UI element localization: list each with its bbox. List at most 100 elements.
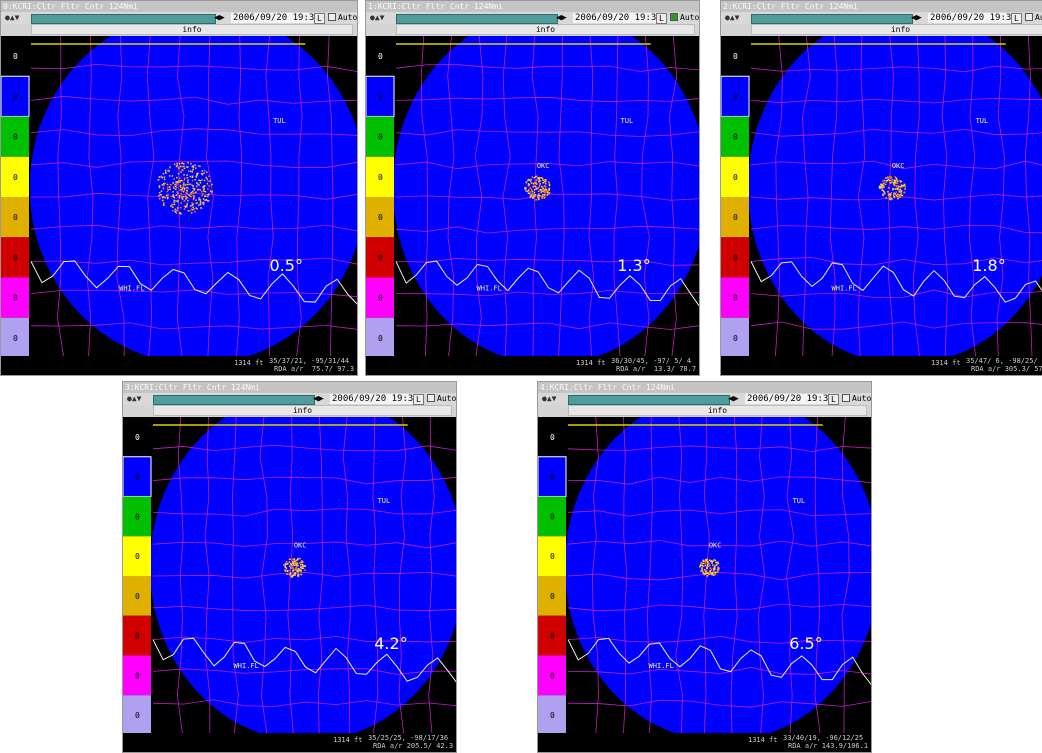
clutter bbox=[706, 568, 708, 570]
color-scale-label: 0 bbox=[13, 173, 18, 182]
clutter bbox=[717, 561, 719, 563]
clutter bbox=[159, 192, 161, 194]
clutter bbox=[207, 188, 209, 190]
color-scale-label: 0 bbox=[378, 294, 383, 303]
clutter bbox=[172, 175, 174, 177]
clutter bbox=[537, 188, 539, 190]
color-scale-label: 0 bbox=[733, 133, 738, 142]
info-bar[interactable]: info bbox=[751, 24, 1042, 35]
step-arrows[interactable]: ●▲▼ bbox=[542, 393, 556, 405]
status-latlon: 36/30/45, -97/ 5/ 4 bbox=[611, 357, 691, 365]
clutter bbox=[198, 180, 200, 182]
clutter bbox=[296, 570, 298, 572]
clutter bbox=[539, 189, 541, 191]
frame-arrows[interactable]: ◀▶ bbox=[556, 12, 567, 24]
map-label: OKC bbox=[709, 541, 722, 549]
frame-arrows[interactable]: ◀▶ bbox=[911, 12, 922, 24]
color-scale-label: 0 bbox=[13, 253, 18, 262]
clutter bbox=[286, 561, 288, 563]
info-bar[interactable]: info bbox=[568, 405, 867, 416]
checkbox[interactable] bbox=[1025, 13, 1033, 21]
clutter bbox=[539, 184, 541, 186]
clutter bbox=[891, 192, 893, 194]
clutter bbox=[707, 561, 709, 563]
clutter bbox=[717, 567, 719, 569]
clutter bbox=[544, 192, 546, 194]
step-arrows[interactable]: ●▲▼ bbox=[725, 12, 739, 24]
frame-arrows[interactable]: ◀▶ bbox=[728, 393, 739, 405]
radar-display: 00000000TULWHI.FL0.5° bbox=[1, 36, 358, 358]
clutter bbox=[899, 197, 901, 199]
clutter bbox=[545, 181, 547, 183]
clutter bbox=[191, 212, 193, 214]
clutter bbox=[192, 180, 194, 182]
frame-arrows[interactable]: ◀▶ bbox=[313, 393, 324, 405]
lock-button[interactable]: L bbox=[828, 394, 839, 405]
clutter bbox=[285, 567, 287, 569]
clutter bbox=[188, 210, 190, 212]
checkbox[interactable] bbox=[427, 394, 435, 402]
auto-checkbox[interactable]: Auto bbox=[425, 394, 457, 403]
lock-button[interactable]: L bbox=[314, 13, 325, 24]
clutter bbox=[201, 208, 203, 210]
checkbox[interactable] bbox=[328, 13, 336, 21]
clutter bbox=[531, 190, 533, 192]
clutter bbox=[190, 195, 192, 197]
time-slider[interactable] bbox=[568, 395, 730, 405]
time-slider[interactable] bbox=[153, 395, 315, 405]
clutter bbox=[298, 576, 300, 578]
step-arrows[interactable]: ●▲▼ bbox=[370, 12, 384, 24]
clutter bbox=[544, 194, 546, 196]
clutter bbox=[194, 179, 196, 181]
lock-button[interactable]: L bbox=[1011, 13, 1022, 24]
elevation-angle: 1.3° bbox=[617, 256, 650, 275]
clutter bbox=[538, 177, 540, 179]
clutter bbox=[898, 186, 900, 188]
clutter bbox=[905, 188, 907, 190]
clutter bbox=[702, 565, 704, 567]
clutter bbox=[536, 183, 538, 185]
clutter bbox=[301, 561, 303, 563]
clutter bbox=[208, 175, 210, 177]
lock-button[interactable]: L bbox=[413, 394, 424, 405]
info-bar[interactable]: info bbox=[396, 24, 695, 35]
clutter bbox=[176, 194, 178, 196]
step-arrows[interactable]: ●▲▼ bbox=[127, 393, 141, 405]
color-scale-label: 0 bbox=[135, 552, 140, 561]
frame-arrows[interactable]: ◀▶ bbox=[214, 12, 225, 24]
color-scale-label: 0 bbox=[733, 173, 738, 182]
clutter bbox=[881, 189, 883, 191]
time-slider[interactable] bbox=[751, 14, 913, 24]
clutter bbox=[901, 184, 903, 186]
clutter bbox=[543, 188, 545, 190]
lock-button[interactable]: L bbox=[656, 13, 667, 24]
checkbox[interactable] bbox=[670, 13, 678, 21]
clutter bbox=[900, 192, 902, 194]
auto-checkbox[interactable]: Auto bbox=[1023, 13, 1042, 22]
auto-checkbox[interactable]: Auto bbox=[668, 13, 700, 22]
color-scale-label: 0 bbox=[378, 133, 383, 142]
clutter bbox=[176, 177, 178, 179]
clutter bbox=[190, 176, 192, 178]
time-slider[interactable] bbox=[31, 14, 216, 24]
clutter bbox=[164, 176, 166, 178]
checkbox[interactable] bbox=[842, 394, 850, 402]
clutter bbox=[531, 182, 533, 184]
clutter bbox=[295, 573, 297, 575]
info-bar[interactable]: info bbox=[153, 405, 452, 416]
step-arrows[interactable]: ●▲▼ bbox=[5, 12, 19, 24]
color-scale-label: 0 bbox=[550, 512, 555, 521]
clutter bbox=[210, 190, 212, 192]
clutter bbox=[535, 182, 537, 184]
auto-checkbox[interactable]: Auto bbox=[326, 13, 358, 22]
clutter bbox=[207, 196, 209, 198]
clutter bbox=[181, 190, 183, 192]
clutter bbox=[534, 182, 536, 184]
info-bar[interactable]: info bbox=[31, 24, 353, 35]
time-slider[interactable] bbox=[396, 14, 558, 24]
clutter bbox=[206, 199, 208, 201]
auto-checkbox[interactable]: Auto bbox=[840, 394, 872, 403]
clutter bbox=[198, 199, 200, 201]
clutter bbox=[160, 194, 162, 196]
clutter bbox=[284, 569, 286, 571]
